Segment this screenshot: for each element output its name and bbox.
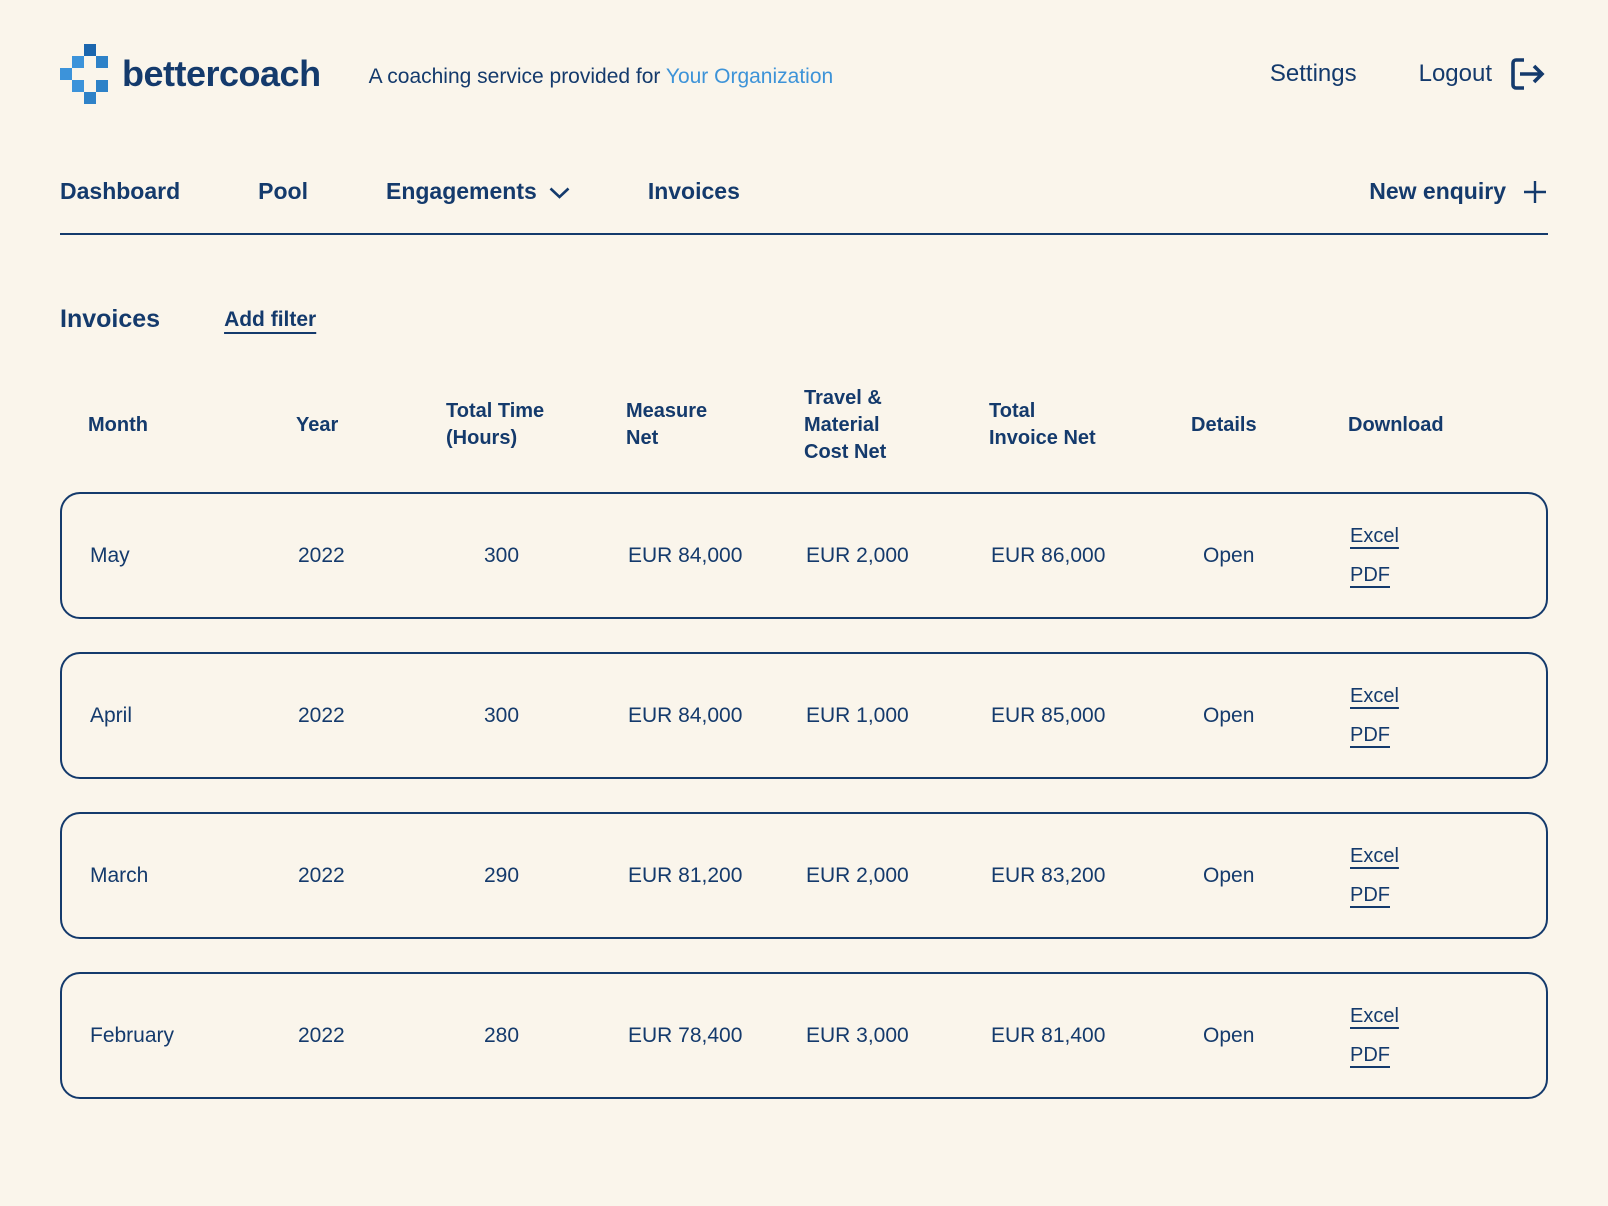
logout-label: Logout [1418, 60, 1492, 87]
cell-details: Open [1193, 1024, 1350, 1048]
nav-dashboard-label: Dashboard [60, 178, 181, 204]
nav-item-engagements[interactable]: Engagements [386, 178, 570, 205]
tagline: A coaching service provided for Your Org… [369, 59, 834, 89]
tagline-text: A coaching service provided for [368, 65, 666, 88]
nav-item-pool[interactable]: Pool [258, 178, 308, 205]
new-enquiry-label: New enquiry [1369, 178, 1506, 204]
nav-invoices-label: Invoices [647, 178, 740, 204]
tagline-organization-link[interactable]: Your Organization [665, 65, 834, 88]
cell-measure-net: EUR 78,400 [628, 1023, 743, 1047]
cell-details: Open [1193, 704, 1350, 728]
cell-month: February [90, 1023, 175, 1047]
invoice-row-card: April 2022 300 EUR 84,000 EUR 1,000 EUR … [60, 652, 1548, 779]
cell-month: March [90, 863, 149, 887]
chevron-down-icon [549, 187, 570, 199]
cell-year: 2022 [298, 1023, 345, 1047]
cell-total-invoice: EUR 85,000 [991, 703, 1106, 727]
nav-item-invoices[interactable]: Invoices [648, 178, 740, 205]
invoice-row-card: February 2022 280 EUR 78,400 EUR 3,000 E… [60, 972, 1548, 1099]
invoice-rows: May 2022 300 EUR 84,000 EUR 2,000 EUR 86… [60, 492, 1548, 1099]
add-filter-link[interactable]: Add filter [224, 307, 317, 331]
cell-travel-material: EUR 1,000 [806, 703, 909, 727]
table-header: Month Year Total Time (Hours) Measure Ne… [60, 380, 1548, 470]
cell-month: April [90, 703, 133, 727]
cell-total-time: 300 [484, 543, 520, 567]
download-excel-link[interactable]: Excel [1350, 524, 1399, 547]
download-pdf-link[interactable]: PDF [1350, 1043, 1390, 1066]
column-header-details: Details [1191, 413, 1257, 436]
column-header-month: Month [88, 413, 148, 436]
download-excel-link[interactable]: Excel [1350, 844, 1399, 867]
open-details-link[interactable]: Open [1203, 703, 1255, 727]
cell-year: 2022 [298, 863, 345, 887]
logout-button[interactable]: Logout [1419, 54, 1548, 94]
cell-total-invoice: EUR 83,200 [991, 863, 1106, 887]
bettercoach-logo-icon [60, 44, 108, 104]
cell-total-time: 300 [484, 703, 520, 727]
cell-travel-material: EUR 3,000 [806, 1023, 909, 1047]
cell-year: 2022 [298, 543, 345, 567]
cell-total-invoice: EUR 81,400 [991, 1023, 1106, 1047]
title-row: Invoices Add filter [60, 305, 1548, 334]
logout-icon [1508, 54, 1548, 94]
brand-name: bettercoach [122, 53, 321, 94]
cell-total-time: 280 [484, 1023, 520, 1047]
column-header-measure-net: Measure Net [626, 400, 708, 449]
open-details-link[interactable]: Open [1203, 863, 1255, 887]
column-header-travel-material: Travel & Material Cost Net [804, 386, 887, 463]
cell-download: Excel PDF [1350, 525, 1546, 587]
cell-measure-net: EUR 84,000 [628, 543, 743, 567]
invoice-row-card: May 2022 300 EUR 84,000 EUR 2,000 EUR 86… [60, 492, 1548, 619]
open-details-link[interactable]: Open [1203, 1023, 1255, 1047]
open-details-link[interactable]: Open [1203, 543, 1255, 567]
cell-download: Excel PDF [1350, 1005, 1546, 1067]
cell-details: Open [1193, 864, 1350, 888]
cell-travel-material: EUR 2,000 [806, 543, 909, 567]
page-title: Invoices [60, 305, 161, 333]
header-actions: Settings Logout [1270, 54, 1548, 94]
cell-total-time: 290 [484, 863, 520, 887]
download-pdf-link[interactable]: PDF [1350, 883, 1390, 906]
settings-button[interactable]: Settings [1269, 60, 1357, 87]
cell-month: May [90, 543, 130, 567]
cell-measure-net: EUR 81,200 [628, 863, 743, 887]
top-header: bettercoach A coaching service provided … [60, 0, 1548, 104]
cell-total-invoice: EUR 86,000 [991, 543, 1106, 567]
new-enquiry-button[interactable]: New enquiry [1369, 178, 1548, 205]
download-pdf-link[interactable]: PDF [1350, 723, 1390, 746]
brand-home-link[interactable]: bettercoach [60, 44, 321, 104]
cell-download: Excel PDF [1350, 685, 1546, 747]
cell-measure-net: EUR 84,000 [628, 703, 743, 727]
cell-details: Open [1193, 544, 1350, 568]
nav-item-dashboard[interactable]: Dashboard [60, 178, 180, 205]
invoice-row-card: March 2022 290 EUR 81,200 EUR 2,000 EUR … [60, 812, 1548, 939]
plus-icon [1524, 180, 1546, 203]
cell-travel-material: EUR 2,000 [806, 863, 909, 887]
column-header-total-invoice: Total Invoice Net [989, 400, 1096, 449]
nav-engagements-label: Engagements [385, 178, 537, 204]
download-excel-link[interactable]: Excel [1350, 684, 1399, 707]
download-excel-link[interactable]: Excel [1350, 1004, 1399, 1027]
column-header-download: Download [1348, 413, 1444, 436]
cell-year: 2022 [298, 703, 345, 727]
column-header-year: Year [296, 413, 339, 436]
nav-pool-label: Pool [258, 178, 308, 204]
download-pdf-link[interactable]: PDF [1350, 563, 1390, 586]
cell-download: Excel PDF [1350, 845, 1546, 907]
column-header-total-time: Total Time (Hours) [446, 400, 545, 449]
invoices-page: bettercoach A coaching service provided … [60, 0, 1548, 1099]
main-nav: Dashboard Pool Engagements Invoices New … [60, 178, 1548, 235]
